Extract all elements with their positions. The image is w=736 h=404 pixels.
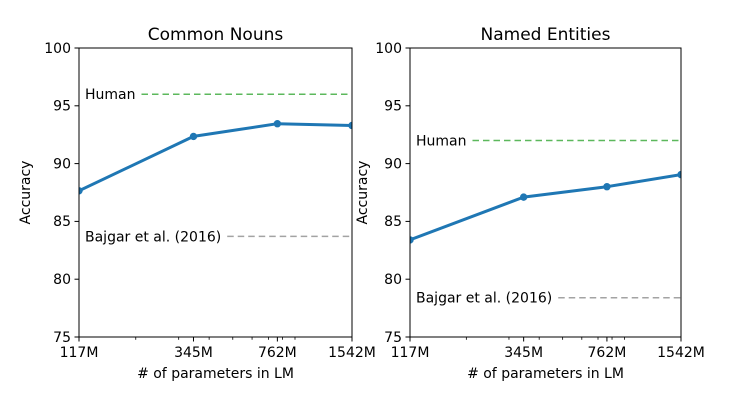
x-tick-label: 762M <box>258 345 297 361</box>
y-tick-label: 85 <box>384 214 402 230</box>
y-tick-label: 90 <box>53 156 71 172</box>
y-tick-label: 95 <box>384 99 402 115</box>
x-tick-label: 1542M <box>328 345 376 361</box>
data-line-common-nouns <box>79 122 352 193</box>
x-axis-label: # of parameters in LM <box>137 366 294 382</box>
y-axis-label: Accuracy <box>355 161 371 225</box>
chart-common-nouns: Common Nouns 75 80 85 90 95 100 117M 345M 762M 154… <box>18 25 376 382</box>
ref-label-human: Human <box>85 87 136 103</box>
data-line-named-entities <box>410 173 681 242</box>
y-axis-label: Accuracy <box>18 161 34 225</box>
ref-label-human: Human <box>416 133 467 149</box>
data-point-1542M <box>677 170 681 179</box>
y-tick-label: 95 <box>53 99 71 115</box>
data-point-345M <box>519 193 528 201</box>
y-tick-label: 90 <box>384 156 402 172</box>
data-point-117M <box>79 187 83 195</box>
plot-border <box>78 47 353 338</box>
x-tick-label: 345M <box>504 345 543 361</box>
x-tick-label: 117M <box>391 345 430 361</box>
chart-named-entities: Named Entities 75 80 85 90 95 100 117M 345M 762M 1… <box>355 25 705 382</box>
chart-title: Common Nouns <box>148 25 284 45</box>
y-tick-label: 85 <box>53 214 71 230</box>
x-axis-label: # of parameters in LM <box>467 366 624 382</box>
ref-label-bajgar-et-al-2016: Bajgar et al. (2016) <box>416 291 552 307</box>
data-point-762M <box>273 120 282 128</box>
y-tick-label: 75 <box>384 330 402 346</box>
data-point-345M <box>189 132 198 141</box>
x-tick-label: 117M <box>60 345 99 361</box>
data-point-762M <box>603 183 611 191</box>
x-tick-label: 1542M <box>657 345 705 361</box>
x-tick-label: 762M <box>588 345 627 361</box>
y-tick-label: 80 <box>384 272 402 288</box>
y-tick-label: 100 <box>375 41 402 57</box>
y-tick-label: 80 <box>53 272 71 288</box>
y-tick-label: 75 <box>53 330 71 346</box>
data-point-117M <box>410 236 414 244</box>
x-tick-label: 345M <box>174 345 213 361</box>
chart-title: Named Entities <box>481 25 611 45</box>
plot-border <box>409 47 682 338</box>
data-point-1542M <box>348 121 352 130</box>
ref-label-bajgar-et-al-2016: Bajgar et al. (2016) <box>85 229 221 245</box>
y-tick-label: 100 <box>44 41 71 57</box>
